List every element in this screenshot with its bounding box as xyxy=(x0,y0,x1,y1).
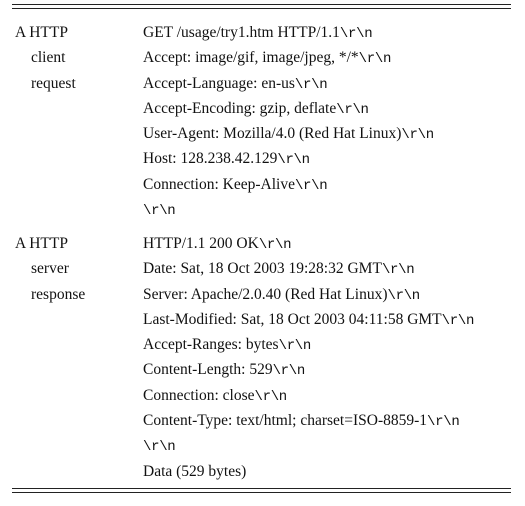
request-line: Host: 128.238.42.129\r\n xyxy=(143,150,310,169)
bottom-double-rule xyxy=(12,488,511,493)
request-line: Accept-Encoding: gzip, deflate\r\n xyxy=(143,99,369,118)
crlf-marker: \r\n xyxy=(401,127,434,144)
crlf-marker: \r\n xyxy=(277,152,310,169)
request-label-line: A HTTP xyxy=(15,24,68,41)
crlf-marker: \r\n xyxy=(339,26,373,42)
crlf-marker: \r\n xyxy=(278,338,312,355)
response-blank-line: \r\n xyxy=(143,433,518,458)
crlf-marker: \r\n xyxy=(294,177,328,194)
response-line: Server: Apache/2.0.40 (Red Hat Linux)\r\… xyxy=(143,285,421,304)
crlf-marker: \r\n xyxy=(258,237,292,253)
crlf-marker: \r\n xyxy=(381,262,415,279)
request-label-line: request xyxy=(31,74,76,92)
response-label: A HTTP server response xyxy=(15,231,125,307)
crlf-marker: \r\n xyxy=(143,203,176,220)
response-line: HTTP/1.1 200 OK\r\n xyxy=(143,235,292,253)
response-line: Content-Length: 529\r\n xyxy=(143,361,306,380)
request-line: User-Agent: Mozilla/4.0 (Red Hat Linux)\… xyxy=(143,125,434,144)
response-line: Connection: close\r\n xyxy=(143,386,288,405)
response-lines: HTTP/1.1 200 OK\r\n Date: Sat, 18 Oct 20… xyxy=(143,231,518,484)
request-label-line: client xyxy=(31,49,66,67)
response-line: Accept-Ranges: bytes\r\n xyxy=(143,336,312,355)
request-lines: GET /usage/try1.htm HTTP/1.1\r\n Accept:… xyxy=(143,20,518,222)
crlf-marker: \r\n xyxy=(254,388,288,405)
top-double-rule xyxy=(12,4,511,9)
crlf-marker: \r\n xyxy=(358,51,392,68)
crlf-marker: \r\n xyxy=(387,287,421,304)
crlf-marker: \r\n xyxy=(143,439,176,456)
request-line: Connection: Keep-Alive\r\n xyxy=(143,175,328,194)
crlf-marker: \r\n xyxy=(427,414,460,431)
request-blank-line: \r\n xyxy=(143,197,518,222)
crlf-marker: \r\n xyxy=(336,101,369,118)
crlf-marker: \r\n xyxy=(441,312,475,329)
request-line: Accept-Language: en-us\r\n xyxy=(143,74,328,93)
request-line: Accept: image/gif, image/jpeg, */*\r\n xyxy=(143,49,392,68)
response-label-line: A HTTP xyxy=(15,235,68,252)
response-label-line: response xyxy=(31,285,86,303)
request-line: GET /usage/try1.htm HTTP/1.1\r\n xyxy=(143,24,373,42)
response-label-line: server xyxy=(31,260,69,278)
crlf-marker: \r\n xyxy=(272,363,306,380)
response-data-line: Data (529 bytes) xyxy=(143,462,247,480)
response-line: Content-Type: text/html; charset=ISO-885… xyxy=(143,412,460,431)
request-label: A HTTP client request xyxy=(15,20,125,96)
response-line: Date: Sat, 18 Oct 2003 19:28:32 GMT\r\n xyxy=(143,260,415,279)
crlf-marker: \r\n xyxy=(294,76,328,93)
response-line: Last-Modified: Sat, 18 Oct 2003 04:11:58… xyxy=(143,310,475,329)
